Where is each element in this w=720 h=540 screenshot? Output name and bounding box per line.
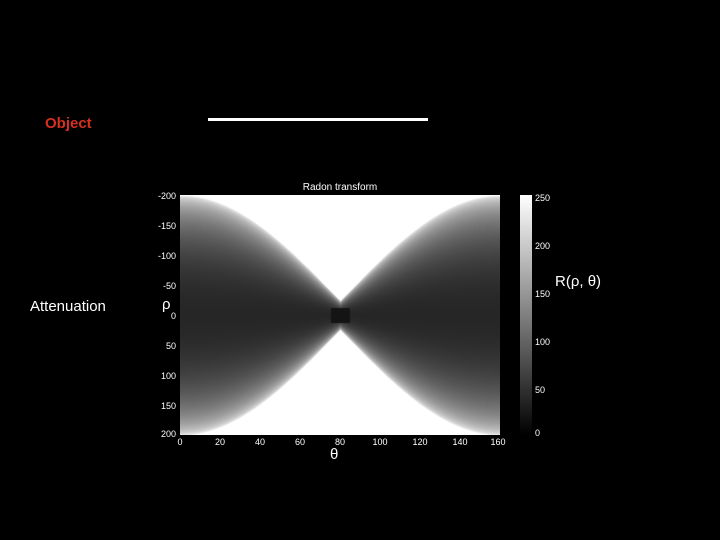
sinogram-result-label: R(ρ, θ) <box>555 273 601 290</box>
attenuation-label: Attenuation <box>30 298 106 315</box>
sinogram-canvas <box>180 195 500 435</box>
colorbar-tick: 200 <box>535 241 550 251</box>
colorbar-tick: 100 <box>535 337 550 347</box>
y-tick: -100 <box>148 251 176 261</box>
y-tick: -200 <box>148 191 176 201</box>
x-tick: 140 <box>450 437 470 447</box>
theta-axis-label: θ <box>330 446 338 463</box>
x-tick: 160 <box>488 437 508 447</box>
y-tick: 0 <box>148 311 176 321</box>
x-tick: 0 <box>170 437 190 447</box>
colorbar-tick: 250 <box>535 193 550 203</box>
colorbar-tick: 0 <box>535 428 540 438</box>
x-tick: 120 <box>410 437 430 447</box>
sinogram-chart <box>180 195 500 435</box>
object-label: Object <box>45 115 92 132</box>
y-tick: 50 <box>148 341 176 351</box>
colorbar-tick: 150 <box>535 289 550 299</box>
y-tick: 150 <box>148 401 176 411</box>
colorbar <box>520 195 532 435</box>
y-tick: -150 <box>148 221 176 231</box>
chart-title: Radon transform <box>290 182 390 193</box>
x-tick: 20 <box>210 437 230 447</box>
x-tick: 80 <box>330 437 350 447</box>
divider-line <box>208 118 428 121</box>
y-tick: -50 <box>148 281 176 291</box>
y-tick: 100 <box>148 371 176 381</box>
x-tick: 60 <box>290 437 310 447</box>
colorbar-tick: 50 <box>535 385 545 395</box>
x-tick: 40 <box>250 437 270 447</box>
x-tick: 100 <box>370 437 390 447</box>
